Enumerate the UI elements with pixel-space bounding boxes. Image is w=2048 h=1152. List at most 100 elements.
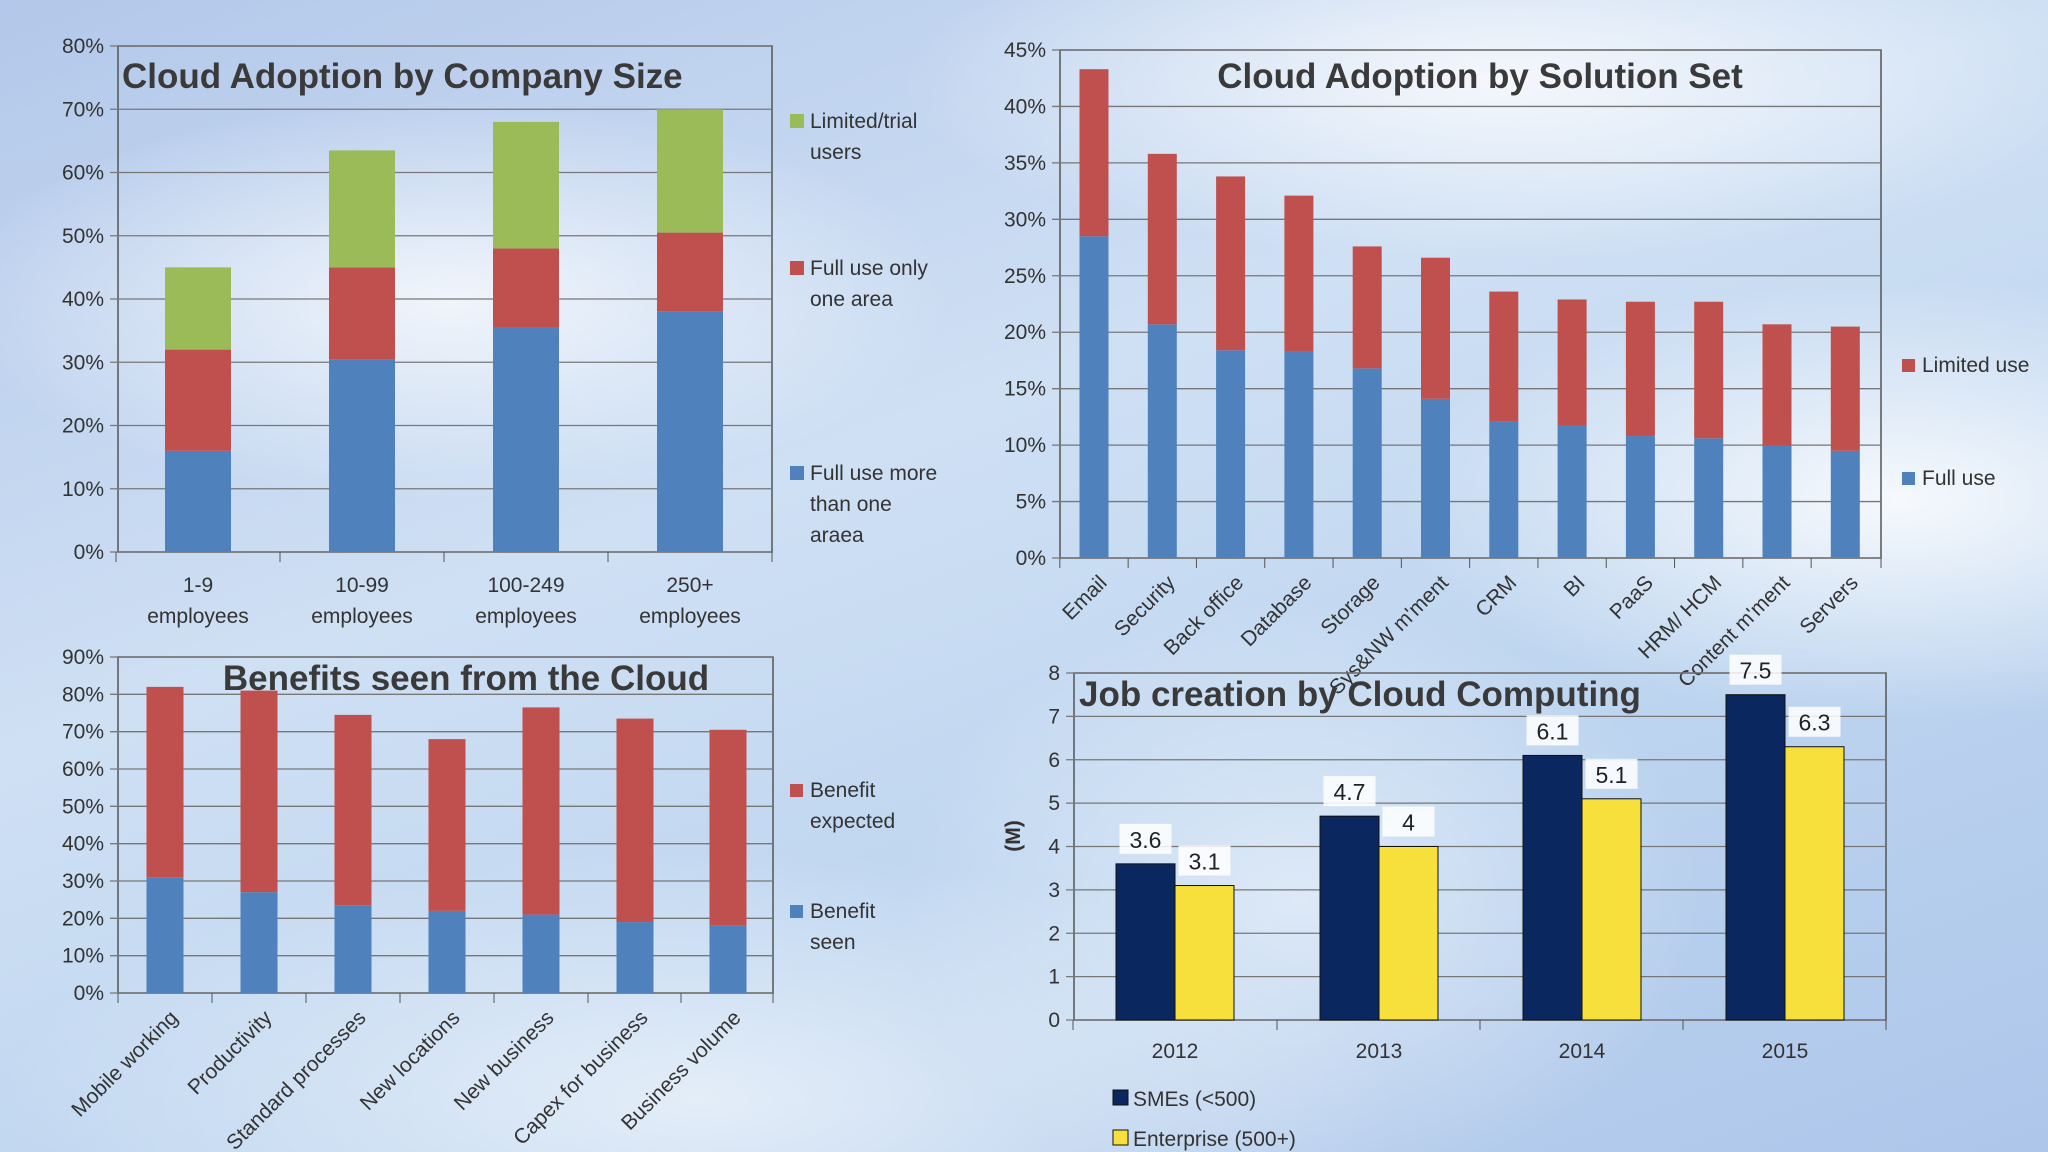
x-tick-label: BI (1559, 571, 1589, 601)
data-label-bg (1119, 823, 1172, 854)
y-tick-label: 1 (1048, 966, 1060, 989)
legend-label: one area (810, 288, 893, 311)
bar-segment (1557, 299, 1587, 426)
bar-segment (1489, 291, 1519, 422)
chart-title: Cloud Adoption by Company Size (122, 57, 683, 96)
data-label: 4 (1402, 810, 1415, 836)
x-tick-label: employees (475, 605, 577, 628)
chart-title: Job creation by Cloud Computing (1079, 675, 1641, 714)
bar-segment (165, 267, 231, 350)
y-tick-label: 0% (74, 982, 104, 1005)
x-tick-label: New locations (356, 1006, 465, 1115)
y-tick-label: 90% (62, 646, 104, 669)
plot-area (1059, 49, 1882, 559)
bar-segment (657, 109, 723, 233)
legend-swatch (790, 261, 804, 275)
legend-label: Benefit (810, 900, 876, 923)
bar-segment (522, 707, 560, 915)
data-label-bg (1323, 776, 1376, 807)
bar-segment (165, 349, 231, 451)
y-tick-label: 80% (62, 683, 104, 706)
bar-segment (329, 267, 395, 360)
x-tick-label: 2014 (1559, 1040, 1606, 1063)
y-tick-label: 10% (62, 478, 104, 501)
y-tick-label: 80% (62, 35, 104, 58)
y-tick-label: 50% (62, 795, 104, 818)
bar-segment (1557, 425, 1587, 558)
bar-segment (1352, 246, 1382, 369)
y-tick-label: 45% (1004, 39, 1046, 62)
y-tick-label: 20% (1004, 321, 1046, 344)
x-tick-label: Mobile working (67, 1006, 182, 1121)
bar-segment (165, 450, 231, 552)
y-axis-label: (M) (1002, 820, 1025, 851)
y-tick-label: 30% (62, 870, 104, 893)
y-tick-label: 4 (1048, 836, 1060, 859)
y-tick-label: 7 (1048, 705, 1060, 728)
bar-segment (1216, 176, 1246, 351)
legend-label: araea (810, 524, 864, 547)
y-tick-label: 40% (1004, 95, 1046, 118)
y-tick-label: 60% (62, 758, 104, 781)
bar (1581, 798, 1642, 1021)
chart-title: Cloud Adoption by Solution Set (1217, 57, 1743, 96)
bar-segment (709, 729, 747, 926)
bar-segment (1352, 368, 1382, 558)
bar-segment (329, 359, 395, 552)
legend-label: Enterprise (500+) (1133, 1128, 1296, 1151)
bar-segment (522, 914, 560, 993)
legend-swatch (790, 466, 804, 480)
bar-segment (146, 686, 184, 878)
bar-segment (428, 739, 466, 911)
data-label: 3.6 (1130, 827, 1162, 853)
legend-label: than one (810, 493, 892, 516)
bar-segment (329, 150, 395, 268)
bar-segment (1284, 195, 1314, 352)
x-tick-label: New business (450, 1006, 559, 1115)
data-label: 7.5 (1740, 658, 1772, 684)
bar-segment (1421, 398, 1450, 558)
data-label: 4.7 (1334, 779, 1366, 805)
legend-label: expected (810, 810, 895, 833)
bar-segment (616, 718, 654, 923)
legend-label: seen (810, 931, 856, 954)
bar-segment (657, 311, 723, 552)
legend-label: SMEs (<500) (1133, 1088, 1256, 1111)
legend-label: Limited/trial (810, 110, 917, 133)
bar (1319, 815, 1380, 1021)
bar-segment (1625, 436, 1655, 558)
y-tick-label: 25% (1004, 265, 1046, 288)
y-tick-label: 40% (62, 288, 104, 311)
x-tick-label: PaaS (1605, 571, 1658, 624)
chart-1: 0% 10% 20% 30% 40% 50% 60% 70% 80% 1-9 employees 10… (62, 35, 937, 628)
bar-segment (1079, 69, 1109, 237)
bar-segment (1147, 153, 1177, 325)
bar-segment (1421, 257, 1450, 399)
x-tick-label: Security (1110, 571, 1180, 641)
y-tick-label: 6 (1048, 749, 1060, 772)
legend-swatch (790, 114, 804, 128)
y-tick-label: 15% (1004, 378, 1046, 401)
legend-label: Benefit (810, 779, 876, 802)
bar-segment (616, 922, 654, 993)
y-tick-label: 20% (62, 907, 104, 930)
legend-label: users (810, 141, 861, 164)
x-tick-label: Database (1237, 571, 1317, 651)
chart-2: 0% 5% 10% 15% 20% 25% 30% 35% 40% 45% EmailSecurit… (1004, 39, 2029, 699)
y-tick-label: 70% (62, 721, 104, 744)
legend-swatch (1902, 359, 1915, 372)
x-tick-label: 2012 (1152, 1040, 1199, 1063)
bar (1378, 846, 1439, 1021)
bar-segment (1284, 351, 1314, 558)
bar-segment (1625, 301, 1655, 437)
bar-segment (1830, 326, 1860, 451)
legend-swatch (1112, 1129, 1129, 1146)
bar-segment (1147, 324, 1177, 558)
y-tick-label: 8 (1048, 662, 1060, 685)
legend-label: Full use more (810, 462, 937, 485)
bar-segment (1762, 324, 1792, 446)
y-tick-label: 0% (1016, 547, 1046, 570)
y-tick-label: 60% (62, 162, 104, 185)
x-tick-label: 2015 (1762, 1040, 1809, 1063)
bar-segment (240, 690, 278, 893)
